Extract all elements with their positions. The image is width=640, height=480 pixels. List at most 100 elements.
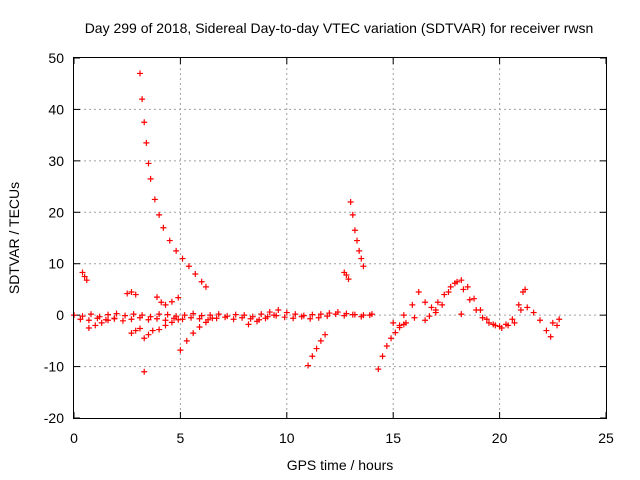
data-point [141, 335, 148, 342]
chart-title: Day 299 of 2018, Sidereal Day-to-day VTE… [85, 20, 594, 36]
data-point [434, 299, 441, 306]
data-point [392, 329, 399, 336]
data-point [351, 227, 358, 234]
data-point [105, 317, 112, 324]
data-point [254, 318, 261, 325]
data-point [349, 211, 356, 218]
data-point [509, 316, 516, 323]
data-point [428, 304, 435, 311]
data-point [341, 312, 348, 319]
data-point [317, 311, 324, 318]
data-point [160, 224, 167, 231]
data-point [345, 276, 352, 283]
data-point [181, 312, 188, 319]
data-point [171, 315, 178, 322]
data-point [149, 327, 156, 334]
series-15 [141, 368, 148, 375]
data-point [324, 313, 331, 320]
plot-frame [73, 57, 607, 419]
data-point [190, 330, 197, 337]
data-point [447, 283, 454, 290]
series-8 [305, 331, 329, 369]
data-point [156, 326, 163, 333]
data-point [530, 309, 537, 316]
data-point [162, 301, 169, 308]
data-point [496, 323, 503, 330]
data-point [258, 311, 265, 318]
data-point [175, 316, 182, 323]
data-point [230, 316, 237, 323]
data-point [156, 211, 163, 218]
data-point [554, 322, 561, 329]
data-point [477, 307, 484, 313]
data-point [207, 312, 214, 319]
data-point [77, 316, 84, 323]
data-point [136, 70, 143, 77]
data-point [168, 298, 175, 305]
data-point [128, 289, 135, 295]
data-point [400, 312, 407, 319]
data-point [196, 323, 203, 330]
data-point [190, 310, 197, 317]
data-point [81, 273, 88, 280]
data-point [451, 280, 458, 287]
data-point [141, 119, 148, 126]
data-point [298, 313, 305, 320]
data-point [198, 312, 205, 319]
data-point [458, 277, 465, 284]
x-tick-label: 15 [385, 430, 401, 446]
data-point [156, 311, 163, 318]
data-point [209, 315, 216, 322]
data-point [358, 313, 365, 320]
data-point [422, 317, 429, 324]
x-axis-label: GPS time / hours [287, 457, 394, 473]
data-point [79, 269, 86, 276]
data-point [122, 312, 129, 319]
data-point [354, 237, 361, 244]
data-point [524, 304, 531, 311]
data-point [358, 255, 365, 262]
data-point [124, 290, 131, 297]
data-point [173, 247, 180, 254]
data-point [196, 315, 203, 322]
data-point [83, 277, 90, 284]
data-point [215, 311, 222, 318]
data-point [415, 289, 422, 295]
series-2 [85, 315, 118, 331]
data-point [162, 322, 169, 329]
data-point [162, 317, 169, 324]
data-point [396, 322, 403, 329]
y-tick-label: 20 [48, 204, 64, 220]
data-point [349, 311, 356, 318]
data-point [128, 316, 135, 323]
series-12 [79, 269, 90, 284]
x-tick-label: 20 [492, 430, 508, 446]
series-4 [141, 327, 156, 342]
data-point [441, 291, 448, 298]
data-point [153, 294, 160, 301]
y-axis-label: SDTVAR / TECUs [6, 182, 22, 294]
data-point [271, 312, 278, 319]
data-point [515, 301, 522, 308]
data-point [145, 316, 152, 323]
data-point [145, 331, 152, 338]
data-point [262, 315, 269, 322]
series-1 [77, 311, 373, 324]
data-point [85, 325, 92, 331]
data-point [347, 199, 354, 205]
data-point [232, 311, 239, 318]
data-point [132, 291, 139, 298]
series-17 [432, 277, 529, 330]
data-point [147, 313, 154, 320]
data-point [143, 139, 150, 146]
data-point [145, 160, 152, 167]
y-tick-label: 0 [56, 307, 64, 323]
data-point [511, 319, 518, 326]
data-point [388, 335, 395, 342]
data-point [283, 309, 290, 316]
data-point [315, 314, 322, 321]
series-10 [136, 70, 209, 290]
data-point [479, 314, 486, 321]
data-point [247, 315, 254, 322]
data-point [483, 316, 490, 323]
